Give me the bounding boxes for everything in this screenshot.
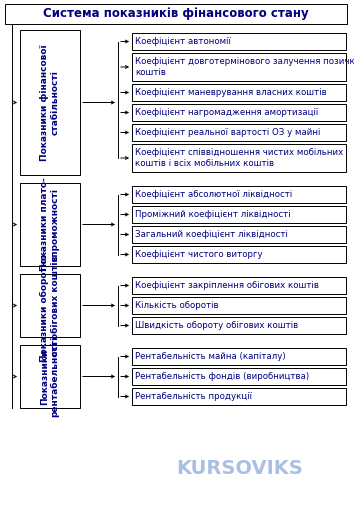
- Bar: [132, 104, 346, 121]
- Bar: [132, 348, 346, 365]
- Text: KURSOVIKS: KURSOVIKS: [177, 458, 303, 477]
- Text: Коефіцієнт реальної вартості ОЗ у майні: Коефіцієнт реальної вартості ОЗ у майні: [135, 128, 320, 137]
- Bar: [132, 246, 346, 263]
- Bar: [132, 33, 346, 50]
- Text: Проміжний коефіцієнт ліквідності: Проміжний коефіцієнт ліквідності: [135, 210, 291, 219]
- Text: Коефіцієнт абсолютної ліквідності: Коефіцієнт абсолютної ліквідності: [135, 190, 292, 199]
- Text: Коефіцієнт маневрування власних коштів: Коефіцієнт маневрування власних коштів: [135, 88, 327, 97]
- Bar: [5, 4, 347, 24]
- Text: Коефіцієнт автономії: Коефіцієнт автономії: [135, 37, 231, 46]
- Text: Коефіцієнт нагромадження амортизації: Коефіцієнт нагромадження амортизації: [135, 108, 318, 117]
- Bar: [20, 30, 80, 175]
- Text: Показники
рентабельності: Показники рентабельності: [40, 336, 60, 417]
- Text: Коефіцієнт закріплення обігових коштів: Коефіцієнт закріплення обігових коштів: [135, 281, 319, 290]
- Bar: [132, 206, 346, 223]
- Bar: [20, 345, 80, 408]
- Text: Коефіцієнт співвідношення чистих мобільних
коштів і всіх мобільних коштів: Коефіцієнт співвідношення чистих мобільн…: [135, 148, 343, 168]
- Text: Рентабельність майна (капіталу): Рентабельність майна (капіталу): [135, 352, 286, 361]
- Bar: [132, 84, 346, 101]
- Text: Рентабельність фондів (виробництва): Рентабельність фондів (виробництва): [135, 372, 309, 381]
- Bar: [20, 274, 80, 337]
- Text: Коефіцієнт чистого виторгу: Коефіцієнт чистого виторгу: [135, 250, 263, 259]
- Text: Загальний коефіцієнт ліквідності: Загальний коефіцієнт ліквідності: [135, 230, 288, 239]
- Bar: [20, 183, 80, 266]
- Text: Швидкість обороту обігових коштів: Швидкість обороту обігових коштів: [135, 321, 298, 330]
- Text: Коефіцієнт довготермінового залучення позичкових
коштів: Коефіцієнт довготермінового залучення по…: [135, 57, 354, 77]
- Bar: [132, 186, 346, 203]
- Text: Показники фінансової
стабільності: Показники фінансової стабільності: [40, 44, 60, 161]
- Text: Показники плато-
спроможності: Показники плато- спроможності: [40, 178, 60, 271]
- Bar: [132, 124, 346, 141]
- Bar: [132, 226, 346, 243]
- Bar: [132, 144, 346, 172]
- Bar: [132, 277, 346, 294]
- Text: Система показників фінансового стану: Система показників фінансового стану: [43, 7, 309, 20]
- Bar: [132, 388, 346, 405]
- Text: Показники оборотно-
сті обігових коштів: Показники оборотно- сті обігових коштів: [40, 249, 60, 362]
- Text: Кількість оборотів: Кількість оборотів: [135, 301, 219, 310]
- Text: Рентабельність продукції: Рентабельність продукції: [135, 392, 252, 401]
- Bar: [132, 53, 346, 81]
- Bar: [132, 297, 346, 314]
- Bar: [132, 317, 346, 334]
- Bar: [132, 368, 346, 385]
